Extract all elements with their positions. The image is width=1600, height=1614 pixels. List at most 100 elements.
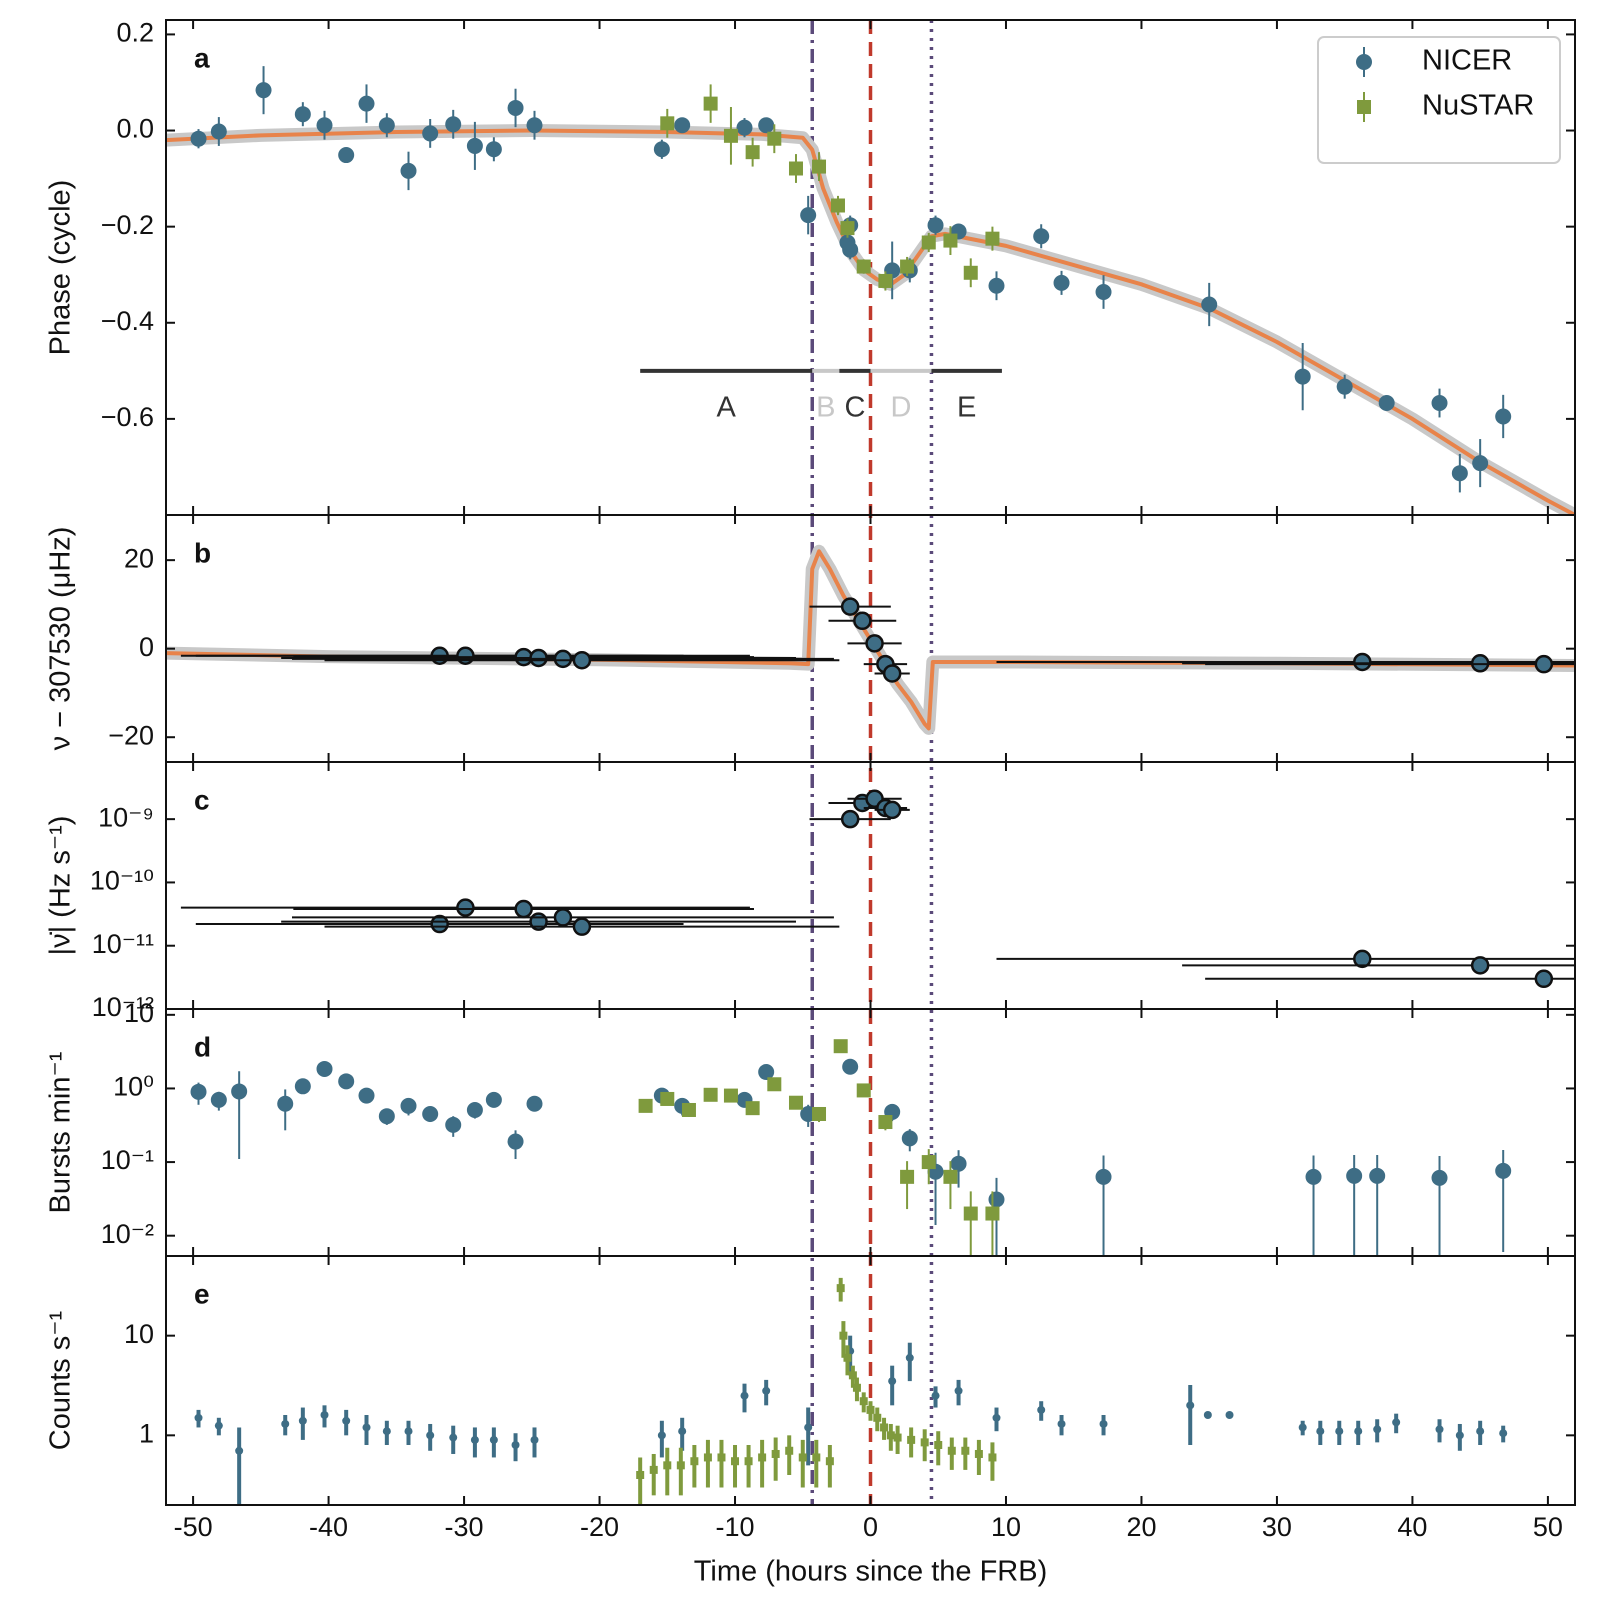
marker: [988, 1453, 997, 1462]
x-axis-label: Time (hours since the FRB): [694, 1556, 1047, 1588]
marker: [1378, 395, 1395, 412]
y-tick-label: 10⁻¹²: [92, 992, 154, 1022]
marker: [660, 1091, 675, 1106]
marker: [788, 161, 803, 176]
marker: [758, 1064, 775, 1081]
marker: [404, 1427, 413, 1436]
marker: [1495, 408, 1512, 425]
marker: [190, 1083, 207, 1100]
marker: [1316, 1427, 1325, 1436]
marker: [657, 1431, 666, 1440]
panel-letter: c: [194, 784, 210, 815]
marker: [514, 899, 533, 919]
marker: [277, 1095, 294, 1112]
marker: [825, 1457, 834, 1466]
legend-box: [1317, 36, 1561, 164]
y-axis-label: Bursts min⁻¹: [45, 1051, 77, 1213]
marker: [1354, 1427, 1363, 1436]
marker: [731, 1457, 740, 1466]
marker: [961, 1446, 970, 1455]
x-tick-label: 10: [991, 1512, 1021, 1542]
marker: [400, 1097, 417, 1114]
marker: [210, 1091, 227, 1108]
plot-area: [166, 544, 1575, 735]
legend-marker: [1357, 100, 1371, 114]
marker: [900, 1169, 915, 1184]
y-tick-label: 10⁻⁹: [98, 802, 154, 832]
x-tick-label: -20: [580, 1512, 619, 1542]
interval-label: B: [816, 391, 835, 423]
x-tick-label: 40: [1397, 1512, 1427, 1542]
marker: [470, 1435, 479, 1444]
plot-area: [194, 1277, 1508, 1505]
marker: [511, 1440, 520, 1449]
y-axis-label: Phase (cycle): [45, 180, 77, 356]
marker: [1472, 455, 1489, 472]
marker: [1335, 1427, 1344, 1436]
y-tick-label: 10⁻²: [101, 1219, 154, 1249]
marker: [856, 259, 871, 274]
plot-area: [190, 1039, 1512, 1256]
marker: [422, 1105, 439, 1122]
model-line: [166, 128, 1575, 515]
legend-marker: [1356, 54, 1372, 70]
marker: [456, 898, 475, 917]
marker: [988, 1191, 1005, 1208]
marker: [767, 1077, 782, 1092]
marker: [466, 1101, 483, 1118]
marker: [888, 1377, 897, 1386]
marker: [553, 649, 573, 669]
marker: [1392, 1418, 1401, 1427]
marker: [214, 1421, 223, 1430]
x-tick-label: 50: [1533, 1512, 1563, 1542]
marker: [362, 1423, 371, 1432]
marker: [1353, 949, 1372, 969]
marker: [445, 116, 462, 133]
marker: [736, 119, 753, 136]
marker: [767, 131, 782, 146]
marker: [1431, 1169, 1448, 1186]
marker: [785, 1446, 794, 1455]
marker: [931, 1391, 940, 1400]
marker: [382, 1427, 391, 1436]
interval-label: A: [717, 391, 737, 423]
marker: [852, 1383, 861, 1392]
marker: [880, 1423, 889, 1432]
marker: [378, 117, 395, 134]
marker: [1057, 1419, 1066, 1428]
marker: [921, 1155, 936, 1170]
y-tick-label: 10⁻¹: [101, 1145, 154, 1175]
marker: [485, 1091, 502, 1108]
marker: [194, 1413, 203, 1422]
marker: [294, 1078, 311, 1095]
marker: [882, 664, 902, 683]
marker: [1336, 378, 1353, 395]
marker: [762, 1386, 771, 1395]
panel-letter: e: [194, 1278, 210, 1309]
y-tick-label: 10⁰: [113, 1072, 154, 1102]
marker: [466, 137, 483, 154]
interval-label: D: [891, 391, 912, 423]
x-tick-label: -50: [174, 1512, 213, 1542]
marker: [804, 1423, 813, 1432]
marker: [449, 1433, 458, 1442]
marker: [830, 198, 845, 213]
marker: [1534, 969, 1554, 989]
y-tick-label: 1: [139, 1418, 154, 1448]
marker: [848, 1371, 857, 1380]
y-axis-label: Counts s⁻¹: [45, 1310, 77, 1450]
marker: [833, 1039, 848, 1054]
marker: [840, 221, 855, 236]
marker: [235, 1446, 244, 1455]
marker: [663, 1461, 672, 1470]
marker: [878, 1115, 893, 1130]
y-tick-label: −0.4: [101, 306, 154, 336]
marker: [836, 1284, 845, 1293]
marker: [798, 1453, 807, 1462]
marker: [771, 1449, 780, 1458]
marker: [1225, 1410, 1234, 1419]
marker: [1476, 1427, 1485, 1436]
legend-label: NuSTAR: [1422, 90, 1534, 122]
y-tick-label: 10: [124, 998, 154, 1028]
